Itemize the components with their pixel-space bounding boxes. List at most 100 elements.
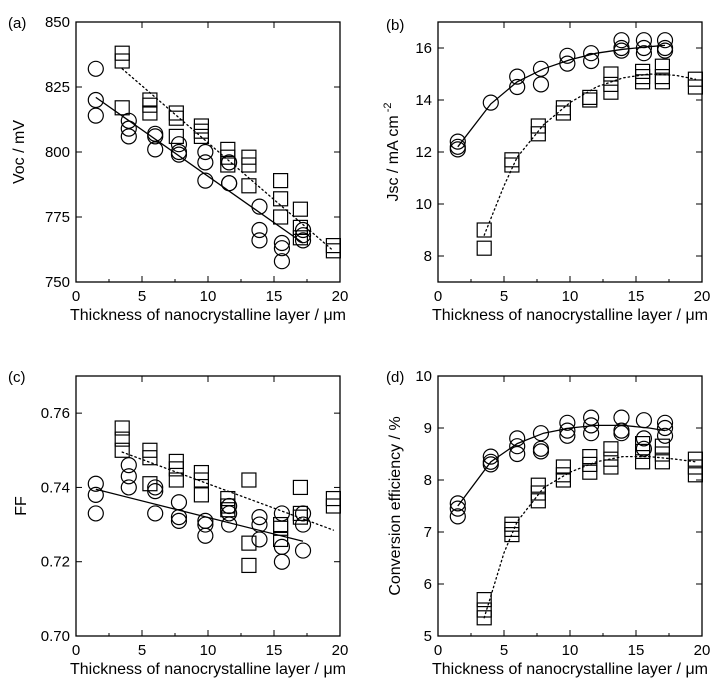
data-point-circle [583,52,600,70]
data-point-square [168,461,184,477]
data-point-square [114,442,130,458]
data-point-square [555,472,572,488]
data-point-circle [87,60,104,77]
fit-line-circles [457,424,666,507]
y-tick-label: 8 [424,472,432,489]
data-point-square [220,502,236,518]
data-point-square [220,149,236,165]
panel-label: (b) [386,17,404,34]
data-point-circle [251,221,268,239]
fit-line-circles [95,488,304,542]
data-point-square [114,45,130,61]
y-tick-label: 7 [424,524,432,541]
x-tick-label: 5 [500,642,508,659]
x-tick-label: 0 [72,642,80,659]
x-axis-label: Thickness of nanocrystalline layer / μm [432,307,708,324]
data-point-circle [532,60,550,77]
data-point-square [114,431,130,447]
data-point-square [555,105,572,121]
data-point-square [241,535,257,551]
data-point-circle [197,154,214,171]
y-tick-label: 775 [45,209,70,226]
fit-line-circles [457,44,666,148]
data-point-square [142,476,158,492]
data-point-circle [120,479,137,496]
data-point-circle [635,430,653,447]
data-point-circle [170,512,188,529]
data-point-circle [120,128,137,145]
data-point-square [142,450,158,466]
x-tick-label: 0 [72,288,80,305]
data-point-circle [509,445,526,463]
data-point-square [582,456,598,472]
data-point-circle [170,136,188,153]
x-tick-label: 15 [266,642,283,659]
data-point-circle [613,32,630,49]
data-point-square [530,477,546,493]
data-point-square [603,451,619,467]
data-point-square [476,591,492,608]
panel-label: (c) [8,369,26,386]
data-point-square [168,472,184,488]
fit-line-squares [121,68,335,252]
y-tick-label: 16 [415,40,432,57]
panel-label: (a) [8,15,26,32]
data-point-circle [532,443,550,460]
data-point-circle [583,425,600,442]
data-point-square [634,454,651,470]
data-point-square [654,438,671,454]
x-tick-label: 5 [138,288,146,305]
data-point-circle [449,500,466,517]
data-point-circle [147,141,164,158]
data-point-square [603,84,619,100]
data-point-square [504,526,520,543]
data-point-square [193,123,209,139]
y-tick-label: 10 [415,368,432,385]
data-point-circle [656,32,674,49]
data-point-circle [87,107,104,124]
x-tick-label: 15 [628,642,645,659]
data-point-circle [559,427,576,444]
y-tick-label: 800 [45,144,70,161]
data-point-square [292,479,308,496]
x-tick-label: 10 [562,288,579,305]
data-point-circle [87,475,104,492]
data-point-square [687,459,704,475]
data-point-circle [221,175,238,192]
data-point-square [530,118,546,134]
data-point-square [603,66,619,82]
data-point-circle [656,414,674,431]
data-point-circle [251,509,268,526]
data-point-square [504,516,520,532]
x-tick-label: 5 [138,642,146,659]
y-tick-label: 6 [424,576,432,593]
data-point-square [325,243,341,259]
data-point-square [476,222,492,238]
data-point-square [530,126,546,142]
data-point-circle [509,78,526,96]
data-point-circle [197,516,214,533]
y-axis-label: Conversion efficiency / % [387,416,404,595]
data-point-square [193,128,209,144]
data-point-circle [449,141,466,158]
data-point-circle [120,468,137,485]
data-point-square [634,443,651,459]
data-point-square [476,240,492,256]
x-tick-label: 20 [694,642,711,659]
data-point-circle [635,412,653,429]
data-point-circle [509,68,526,85]
data-point-square [292,509,308,525]
data-point-circle [635,39,653,57]
data-point-square [654,454,671,470]
data-point-circle [87,505,104,522]
data-point-circle [87,91,104,109]
x-tick-label: 0 [434,288,442,305]
data-point-square [654,446,671,462]
data-point-square [193,118,209,134]
data-point-square [582,449,598,465]
data-point-square [582,92,598,108]
data-point-square [654,74,671,90]
data-point-circle [294,227,312,244]
data-point-circle [559,422,576,439]
data-point-circle [251,198,268,215]
